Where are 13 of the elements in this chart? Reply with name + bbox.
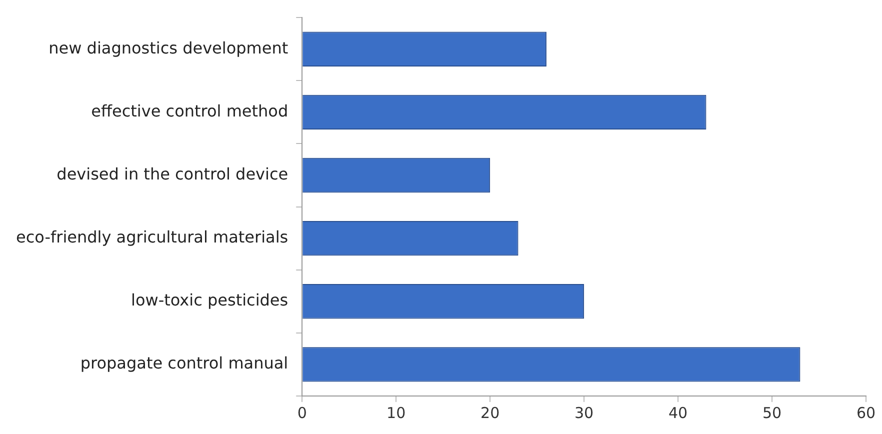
x-tick-label: 60 (856, 404, 876, 422)
x-tick-label: 40 (668, 404, 688, 422)
x-tick-label: 10 (386, 404, 406, 422)
y-tick-label: eco-friendly agricultural materials (16, 227, 288, 246)
x-tick-label: 20 (480, 404, 500, 422)
x-tick-label: 0 (297, 404, 307, 422)
y-tick-label: new diagnostics development (48, 38, 288, 58)
y-tick-label: devised in the control device (56, 164, 288, 184)
x-tick-label: 30 (574, 404, 594, 422)
y-tick-label: low-toxic pesticides (131, 290, 288, 310)
x-tick-label: 50 (762, 404, 782, 422)
y-tick-label: effective control method (91, 101, 288, 120)
y-tick-label: propagate control manual (80, 354, 288, 373)
